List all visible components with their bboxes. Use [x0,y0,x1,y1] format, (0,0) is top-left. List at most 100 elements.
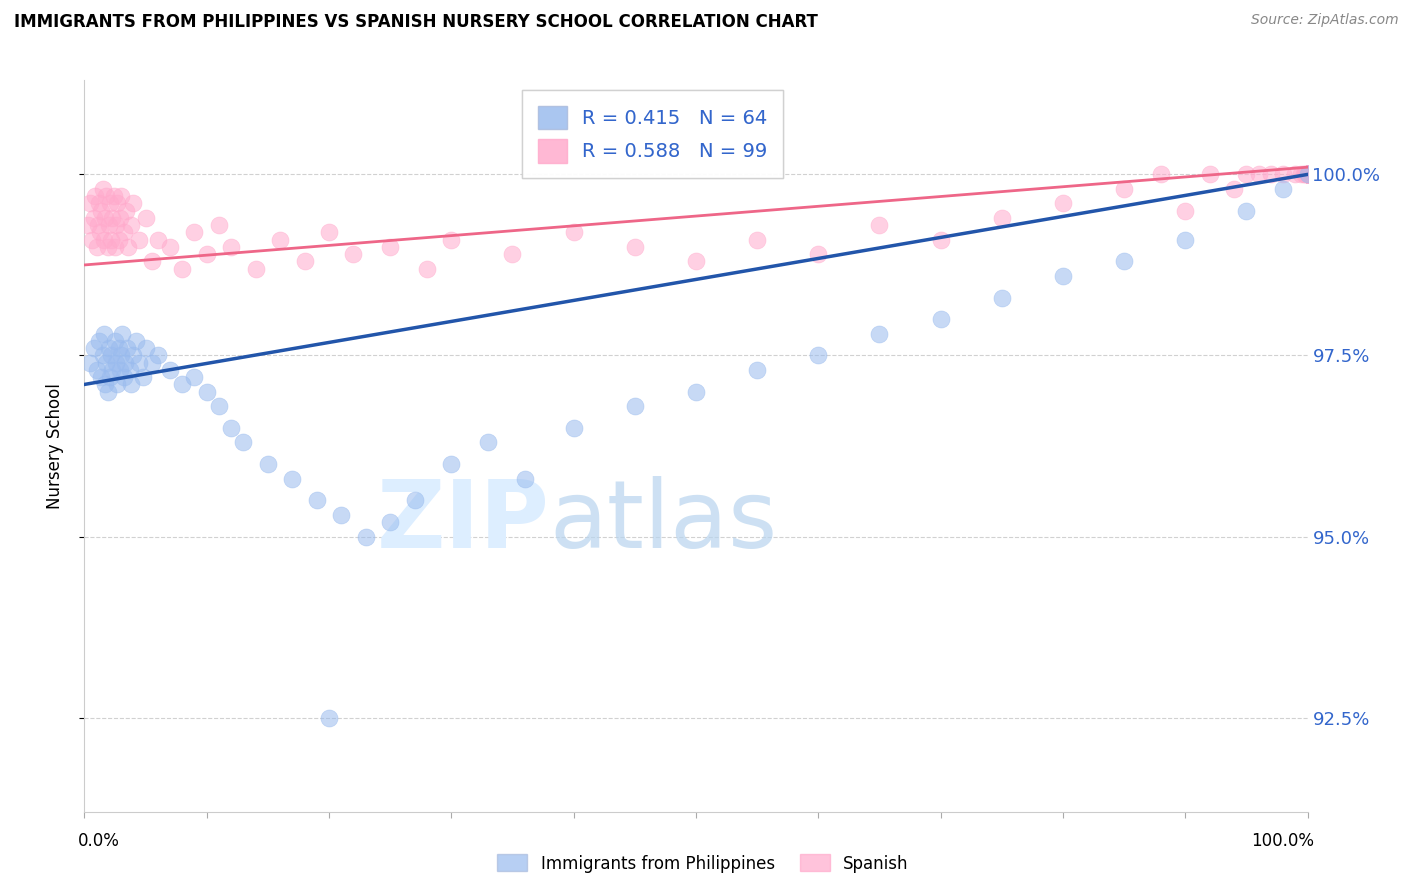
Point [1052,268,1074,283]
Point [105,218,128,232]
Point [122,196,145,211]
Point [1114,182,1136,196]
Point [1296,168,1319,182]
Point [91,349,114,363]
Point [141,254,163,268]
Point [100,349,122,363]
Point [232,435,254,450]
Point [84,189,107,203]
Point [1291,168,1313,182]
Point [1295,168,1317,182]
Point [562,421,585,435]
Point [1296,168,1319,182]
Point [1296,168,1319,182]
Point [96,356,118,370]
Point [115,203,138,218]
Point [1284,168,1306,182]
Point [132,370,155,384]
Point [685,384,707,399]
Point [1292,168,1315,182]
Point [281,472,304,486]
Point [1294,168,1316,182]
Point [1114,254,1136,268]
Point [97,218,120,232]
Point [257,457,280,471]
Point [305,493,328,508]
Point [1296,168,1319,182]
Point [330,508,353,522]
Point [172,261,194,276]
Point [80,233,103,247]
Point [1296,168,1319,182]
Point [807,247,830,261]
Text: Source: ZipAtlas.com: Source: ZipAtlas.com [1251,13,1399,28]
Point [562,225,585,239]
Point [1296,168,1319,182]
Point [685,254,707,268]
Point [1296,168,1319,182]
Point [747,363,769,377]
Point [1296,168,1319,182]
Point [929,312,952,326]
Point [97,341,120,355]
Point [1150,168,1173,182]
Point [477,435,499,450]
Point [105,377,128,392]
Point [77,218,100,232]
Point [869,218,891,232]
Point [1296,168,1319,182]
Point [807,349,830,363]
Point [79,356,101,370]
Legend: R = 0.415   N = 64, R = 0.588   N = 99: R = 0.415 N = 64, R = 0.588 N = 99 [522,90,783,178]
Point [86,363,108,377]
Point [104,240,127,254]
Point [208,399,231,413]
Point [104,334,127,348]
Point [172,377,194,392]
Point [416,261,439,276]
Point [195,384,218,399]
Point [87,196,110,211]
Point [110,189,132,203]
Point [440,233,463,247]
Point [86,240,108,254]
Point [115,341,138,355]
Point [120,218,142,232]
Point [354,529,377,543]
Point [624,240,647,254]
Point [502,247,524,261]
Point [159,363,181,377]
Point [1296,168,1319,182]
Point [94,377,117,392]
Point [1247,168,1270,182]
Point [1296,168,1319,182]
Point [128,356,150,370]
Point [159,240,181,254]
Point [90,370,112,384]
Point [112,370,135,384]
Point [183,370,205,384]
Point [97,240,120,254]
Point [1296,168,1319,182]
Point [245,261,267,276]
Point [869,326,891,341]
Point [1296,168,1319,182]
Point [107,341,129,355]
Point [105,356,128,370]
Point [624,399,647,413]
Point [1296,168,1319,182]
Point [1052,196,1074,211]
Point [98,370,121,384]
Point [94,211,117,225]
Point [101,211,124,225]
Point [1174,233,1197,247]
Point [380,515,402,529]
Point [118,363,141,377]
Point [87,218,110,232]
Point [1272,182,1295,196]
Text: IMMIGRANTS FROM PHILIPPINES VS SPANISH NURSERY SCHOOL CORRELATION CHART: IMMIGRANTS FROM PHILIPPINES VS SPANISH N… [14,13,818,31]
Point [146,233,169,247]
Point [98,196,121,211]
Point [120,377,142,392]
Point [440,457,463,471]
